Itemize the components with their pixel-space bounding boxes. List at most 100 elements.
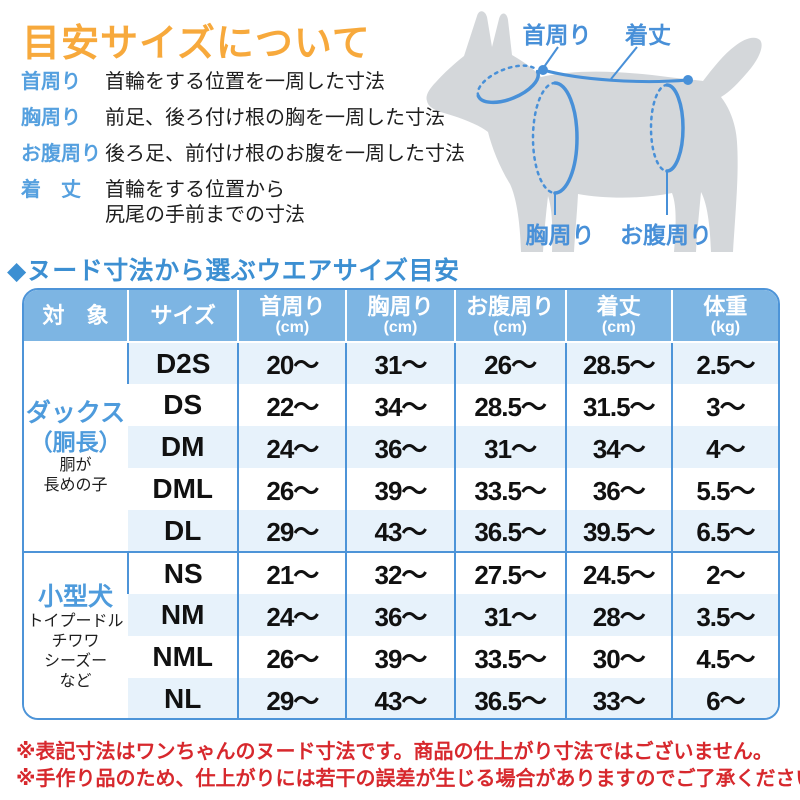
value-cell: 34～ xyxy=(564,426,672,468)
header-weight: 体重 (kg) xyxy=(670,290,778,343)
length-start-dot xyxy=(538,65,548,75)
chest-girth-label: 胸周り xyxy=(526,222,595,248)
size-cell: DM xyxy=(128,426,239,468)
group-cell-small-dog: 小型犬 トイプードル チワワ シーズー など xyxy=(24,551,129,718)
value-cell: 4.5～ xyxy=(670,636,778,678)
value-cell: 3.5～ xyxy=(670,594,778,636)
value-cell: 31～ xyxy=(453,426,566,468)
value-cell: 32～ xyxy=(345,551,455,594)
size-cell: DML xyxy=(152,473,214,504)
size-cell: NL xyxy=(128,678,239,718)
definition-length: 着 丈 首輪をする位置から 尻尾の手前までの寸法 xyxy=(21,178,421,228)
size-table-container: 対 象 サイズ 首周り (cm) 胸周り (cm) お腹周り (cm) 着丈 (cm) … xyxy=(22,288,780,720)
value-cell: 28.5～ xyxy=(453,384,566,426)
value-cell: 33～ xyxy=(564,678,672,718)
dog-measurement-diagram: 首周り 着丈 胸周り お腹周り xyxy=(426,11,762,253)
neck-girth-label: 首周り xyxy=(523,22,592,48)
page-title: 目安サイズについて xyxy=(22,23,371,65)
table-row: 小型犬 トイプードル チワワ シーズー など NS 21～ 32～ 27.5～ … xyxy=(24,551,778,718)
value-cell: 5.5～ xyxy=(670,468,778,510)
table-row: NM 24～ 36～ 31～ 28～ 3.5～ xyxy=(24,594,778,636)
value-cell: 28～ xyxy=(564,594,672,636)
value-cell: 22～ xyxy=(237,384,347,426)
chest-girth-ellipse xyxy=(531,81,579,195)
definition-term: 胸周り xyxy=(21,107,81,129)
table-row: DS 22～ 34～ 28.5～ 31.5～ 3～ xyxy=(24,384,778,426)
value-cell: 6～ xyxy=(670,678,778,718)
value-cell: 33.5～ xyxy=(453,468,566,510)
table-section-title: ◆ヌード寸法から選ぶウエアサイズ目安 xyxy=(7,257,460,285)
value-cell: 29～ xyxy=(237,678,347,718)
value-cell: 30～ xyxy=(564,636,672,678)
value-cell: 36～ xyxy=(564,468,672,510)
size-cell: DL xyxy=(128,510,239,552)
header-target: 対 象 xyxy=(24,290,129,343)
definition-desc: 首輪をする位置から 尻尾の手前までの寸法 xyxy=(105,178,305,228)
header-length: 着丈 (cm) xyxy=(564,290,672,343)
belly-girth-label: お腹周り xyxy=(620,222,712,248)
value-cell: 6.5～ xyxy=(670,510,778,552)
footnote-line: ※手作り品のため、仕上がりには若干の誤差が生じる場合がありますのでご了承ください… xyxy=(16,768,800,790)
definition-neck: 首周り 首輪をする位置を一周した寸法 xyxy=(21,70,421,95)
value-cell: 31～ xyxy=(453,594,566,636)
value-cell: 21～ xyxy=(237,551,347,594)
value-cell: 36.5～ xyxy=(453,678,566,718)
definition-desc: 後ろ足、前付け根のお腹を一周した寸法 xyxy=(105,143,465,165)
footnotes: ※表記寸法はワンちゃんのヌード寸法です。商品の仕上がり寸法ではございません。 ※… xyxy=(16,739,800,793)
size-table: 対 象 サイズ 首周り (cm) 胸周り (cm) お腹周り (cm) 着丈 (cm) … xyxy=(24,290,778,718)
definition-belly: お腹周り 後ろ足、前付け根のお腹を一周した寸法 xyxy=(21,142,465,167)
value-cell: 26～ xyxy=(237,468,347,510)
value-cell: 4～ xyxy=(670,426,778,468)
table-row: NL 29～ 43～ 36.5～ 33～ 6～ xyxy=(24,678,778,718)
table-row: DML 26～ 39～ 33.5～ 36～ 5.5～ xyxy=(24,468,778,510)
back-length-label: 着丈 xyxy=(625,22,671,48)
value-cell: 24～ xyxy=(237,594,347,636)
value-cell: 39～ xyxy=(345,468,455,510)
length-end-dot xyxy=(683,75,693,85)
definition-term: 首周り xyxy=(21,71,81,93)
definition-desc-line1: 首輪をする位置から xyxy=(105,179,285,201)
value-cell: 2～ xyxy=(670,551,778,594)
value-cell: 20～ xyxy=(237,342,347,384)
value-cell: 24～ xyxy=(237,426,347,468)
table-row: ダックス （胴長） 胴が 長めの子 D2S 20～ 31～ 26～ 28.5～ … xyxy=(24,342,778,552)
footnote-line: ※表記寸法はワンちゃんのヌード寸法です。商品の仕上がり寸法ではございません。 xyxy=(16,741,773,763)
definition-chest: 胸周り 前足、後ろ付け根の胸を一周した寸法 xyxy=(21,106,445,131)
value-cell: 29～ xyxy=(237,510,347,552)
size-cell: NS xyxy=(127,551,239,594)
value-cell: 31～ xyxy=(345,342,455,384)
neck-pointer-line xyxy=(543,46,559,68)
definition-desc: 前足、後ろ付け根の胸を一周した寸法 xyxy=(105,107,445,129)
value-cell: 33.5～ xyxy=(453,636,566,678)
group-cell-dachshund: ダックス （胴長） 胴が 長めの子 xyxy=(24,342,129,552)
header-chest: 胸周り (cm) xyxy=(345,290,455,343)
header-size: サイズ xyxy=(127,290,239,343)
value-cell: 26～ xyxy=(453,342,566,384)
header-belly: お腹周り (cm) xyxy=(453,290,566,343)
size-cell: NM xyxy=(128,594,239,636)
table-row: DL 29～ 43～ 36.5～ 39.5～ 6.5～ xyxy=(24,510,778,552)
value-cell: 3～ xyxy=(670,384,778,426)
value-cell: 24.5～ xyxy=(564,551,672,594)
measurement-definitions: 首周り 首輪をする位置を一周した寸法 胸周り 前足、後ろ付け根の胸を一周した寸法… xyxy=(21,70,465,239)
definition-desc-line2: 尻尾の手前までの寸法 xyxy=(105,204,305,226)
table-row: NML 26～ 39～ 33.5～ 30～ 4.5～ xyxy=(24,636,778,678)
value-cell: 26～ xyxy=(237,636,347,678)
definition-term: 着 丈 xyxy=(21,179,81,201)
table-header-row: 対 象 サイズ 首周り (cm) 胸周り (cm) お腹周り (cm) 着丈 (cm) … xyxy=(24,290,778,343)
value-cell: 43～ xyxy=(345,510,455,552)
definition-term: お腹周り xyxy=(21,143,101,165)
size-cell: NML xyxy=(152,641,214,672)
table-row: DM 24～ 36～ 31～ 34～ 4～ xyxy=(24,426,778,468)
size-cell: D2S xyxy=(127,342,239,384)
header-neck: 首周り (cm) xyxy=(237,290,347,343)
length-pointer-line xyxy=(610,46,638,80)
value-cell: 43～ xyxy=(345,678,455,718)
value-cell: 34～ xyxy=(345,384,455,426)
value-cell: 28.5～ xyxy=(564,342,672,384)
belly-girth-ellipse xyxy=(649,83,685,173)
back-length-line xyxy=(541,68,690,84)
value-cell: 31.5～ xyxy=(564,384,672,426)
definition-desc: 首輪をする位置を一周した寸法 xyxy=(105,71,385,93)
